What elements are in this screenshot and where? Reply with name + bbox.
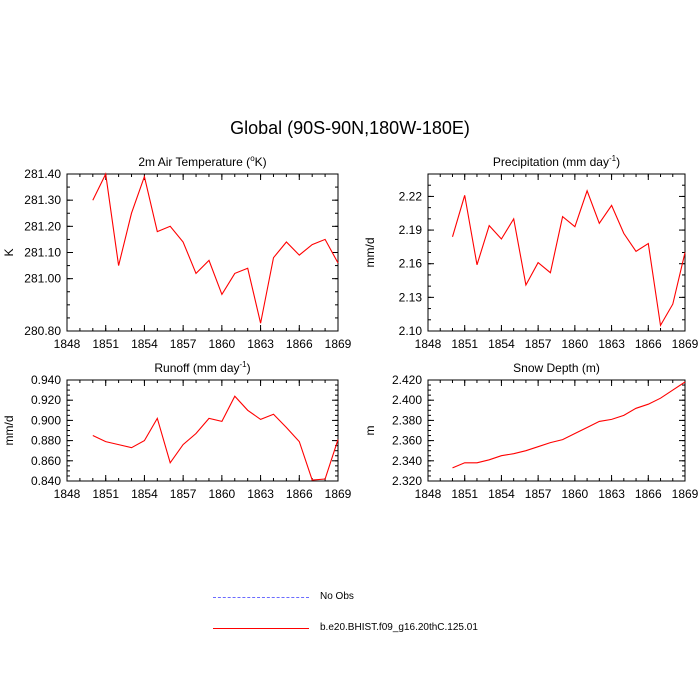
y-tick-label: 0.840 (31, 474, 61, 488)
x-tick-label: 1860 (209, 487, 236, 501)
y-axis-label: mm/d (2, 416, 16, 446)
panel-title-sup: o (250, 154, 255, 163)
series-line (92, 172, 339, 324)
y-tick-label: 0.880 (31, 434, 61, 448)
panel-title-text: Runoff (mm day (154, 361, 239, 375)
x-tick-label: 1848 (54, 487, 81, 501)
panel-title: Precipitation (mm day-1) (493, 154, 620, 169)
y-tick-label: 281.20 (24, 219, 61, 233)
panel-title-text: Precipitation (mm day (493, 155, 609, 169)
y-tick-label: 2.360 (392, 434, 422, 448)
x-tick-label: 1851 (451, 487, 478, 501)
y-tick-label: 2.16 (399, 257, 423, 271)
y-tick-label: 281.30 (24, 193, 61, 207)
panel-title-text: 2m Air Temperature ( (138, 155, 250, 169)
legend-line-model (213, 628, 309, 629)
y-tick-label: 2.22 (399, 189, 423, 203)
x-tick-label: 1854 (488, 337, 515, 351)
legend-label-no-obs: No Obs (320, 591, 354, 602)
series-line (452, 381, 686, 469)
y-axis-label: K (2, 248, 16, 256)
x-tick-label: 1869 (325, 487, 352, 501)
y-tick-label: 0.940 (31, 373, 61, 387)
panel-title-text: Snow Depth (m) (513, 361, 600, 375)
legend-line-no-obs (213, 597, 309, 598)
panel-title: 2m Air Temperature (oK) (138, 154, 266, 169)
x-tick-label: 1854 (131, 337, 158, 351)
y-tick-label: 2.320 (392, 474, 422, 488)
x-tick-label: 1860 (562, 337, 589, 351)
y-tick-label: 2.19 (399, 223, 423, 237)
plot-frame (427, 379, 686, 482)
x-tick-label: 1866 (635, 337, 662, 351)
x-tick-label: 1848 (415, 337, 442, 351)
y-tick-label: 2.13 (399, 290, 423, 304)
x-tick-label: 1851 (451, 337, 478, 351)
x-tick-label: 1866 (286, 337, 313, 351)
y-tick-label: 281.00 (24, 272, 61, 286)
x-tick-label: 1869 (325, 337, 352, 351)
x-tick-label: 1848 (54, 337, 81, 351)
y-tick-label: 0.860 (31, 454, 61, 468)
legend-label-model: b.e20.BHIST.f09_g16.20thC.125.01 (320, 622, 478, 633)
panel-title: Runoff (mm day-1) (154, 360, 250, 375)
x-tick-label: 1857 (525, 487, 552, 501)
x-tick-label: 1857 (170, 337, 197, 351)
y-tick-label: 2.10 (399, 324, 423, 338)
x-tick-label: 1869 (672, 487, 699, 501)
y-tick-label: 281.40 (24, 167, 61, 181)
x-tick-label: 1854 (488, 487, 515, 501)
x-tick-label: 1863 (598, 487, 625, 501)
x-tick-label: 1857 (525, 337, 552, 351)
x-tick-label: 1848 (415, 487, 442, 501)
y-tick-label: 2.380 (392, 413, 422, 427)
x-tick-label: 1851 (92, 487, 119, 501)
y-axis-label: m (363, 426, 377, 436)
x-tick-label: 1869 (672, 337, 699, 351)
x-tick-label: 1866 (635, 487, 662, 501)
x-tick-label: 1860 (209, 337, 236, 351)
y-tick-label: 281.10 (24, 246, 61, 260)
y-tick-label: 2.420 (392, 373, 422, 387)
series-line (92, 395, 339, 481)
y-tick-label: 2.340 (392, 454, 422, 468)
panel-title: Snow Depth (m) (513, 361, 600, 375)
panel-3: 1848 1851 1854 1857 1860 1863 1866 1869 0.840 0.8… (2, 360, 352, 501)
plot-frame (427, 173, 686, 332)
x-tick-label: 1851 (92, 337, 119, 351)
panel-title-after: ) (247, 361, 251, 375)
y-tick-label: 0.920 (31, 393, 61, 407)
panel-title-after: ) (616, 155, 620, 169)
x-tick-label: 1854 (131, 487, 158, 501)
x-tick-label: 1860 (562, 487, 589, 501)
y-axis-label: mm/d (363, 238, 377, 268)
x-tick-label: 1863 (598, 337, 625, 351)
panel-title-after: K) (255, 155, 267, 169)
x-tick-label: 1857 (170, 487, 197, 501)
panel-4: 1848 1851 1854 1857 1860 1863 1866 1869 2.320 2.3… (363, 361, 699, 501)
y-tick-label: 0.900 (31, 413, 61, 427)
x-tick-label: 1863 (247, 487, 274, 501)
panel-title-sup: -1 (609, 154, 617, 163)
panel-2: 1848 1851 1854 1857 1860 1863 1866 1869 2.10 2.13… (363, 154, 699, 351)
x-tick-label: 1866 (286, 487, 313, 501)
x-tick-label: 1863 (247, 337, 274, 351)
panel-1: 1848 1851 1854 1857 1860 1863 1866 1869 280.80 28… (2, 154, 352, 351)
y-tick-label: 280.80 (24, 324, 61, 338)
series-line (451, 189, 686, 328)
plot-frame (66, 379, 339, 482)
panel-title-sup: -1 (240, 360, 248, 369)
y-tick-label: 2.400 (392, 393, 422, 407)
figure-title: Global (90S-90N,180W-180E) (230, 118, 470, 138)
